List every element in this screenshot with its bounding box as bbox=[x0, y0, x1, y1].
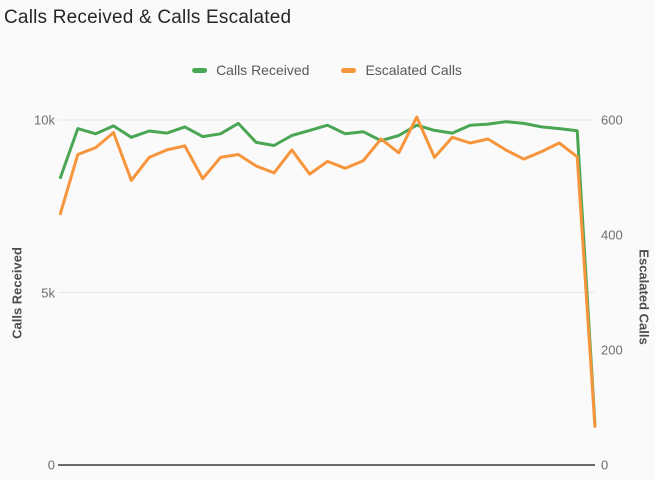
calls-received-line[interactable] bbox=[58, 120, 597, 426]
legend: Calls Received Escalated Calls bbox=[192, 62, 462, 78]
right-axis-tick-label: 0 bbox=[601, 457, 609, 473]
escalated-calls-line[interactable] bbox=[58, 115, 597, 428]
escalated-calls-swatch-icon bbox=[341, 67, 357, 73]
legend-label-escalated-calls: Escalated Calls bbox=[365, 62, 462, 78]
left-axis-tick-label: 5k bbox=[41, 285, 55, 300]
right-axis-title: Escalated Calls bbox=[636, 249, 652, 345]
chart-title: Calls Received & Calls Escalated bbox=[4, 7, 292, 28]
left-axis-tick-label: 0 bbox=[47, 457, 55, 473]
calls-received-swatch-icon bbox=[192, 67, 208, 73]
legend-label-calls-received: Calls Received bbox=[216, 62, 310, 78]
right-axis-tick-label: 400 bbox=[601, 227, 623, 243]
left-axis-title: Calls Received bbox=[9, 247, 25, 339]
right-axis-tick-label: 600 bbox=[601, 112, 623, 128]
legend-item-escalated-calls[interactable]: Escalated Calls bbox=[341, 62, 462, 78]
left-axis-tick-label: 10k bbox=[34, 112, 55, 128]
legend-item-calls-received[interactable]: Calls Received bbox=[192, 62, 309, 78]
right-axis-tick-label: 200 bbox=[601, 342, 623, 358]
